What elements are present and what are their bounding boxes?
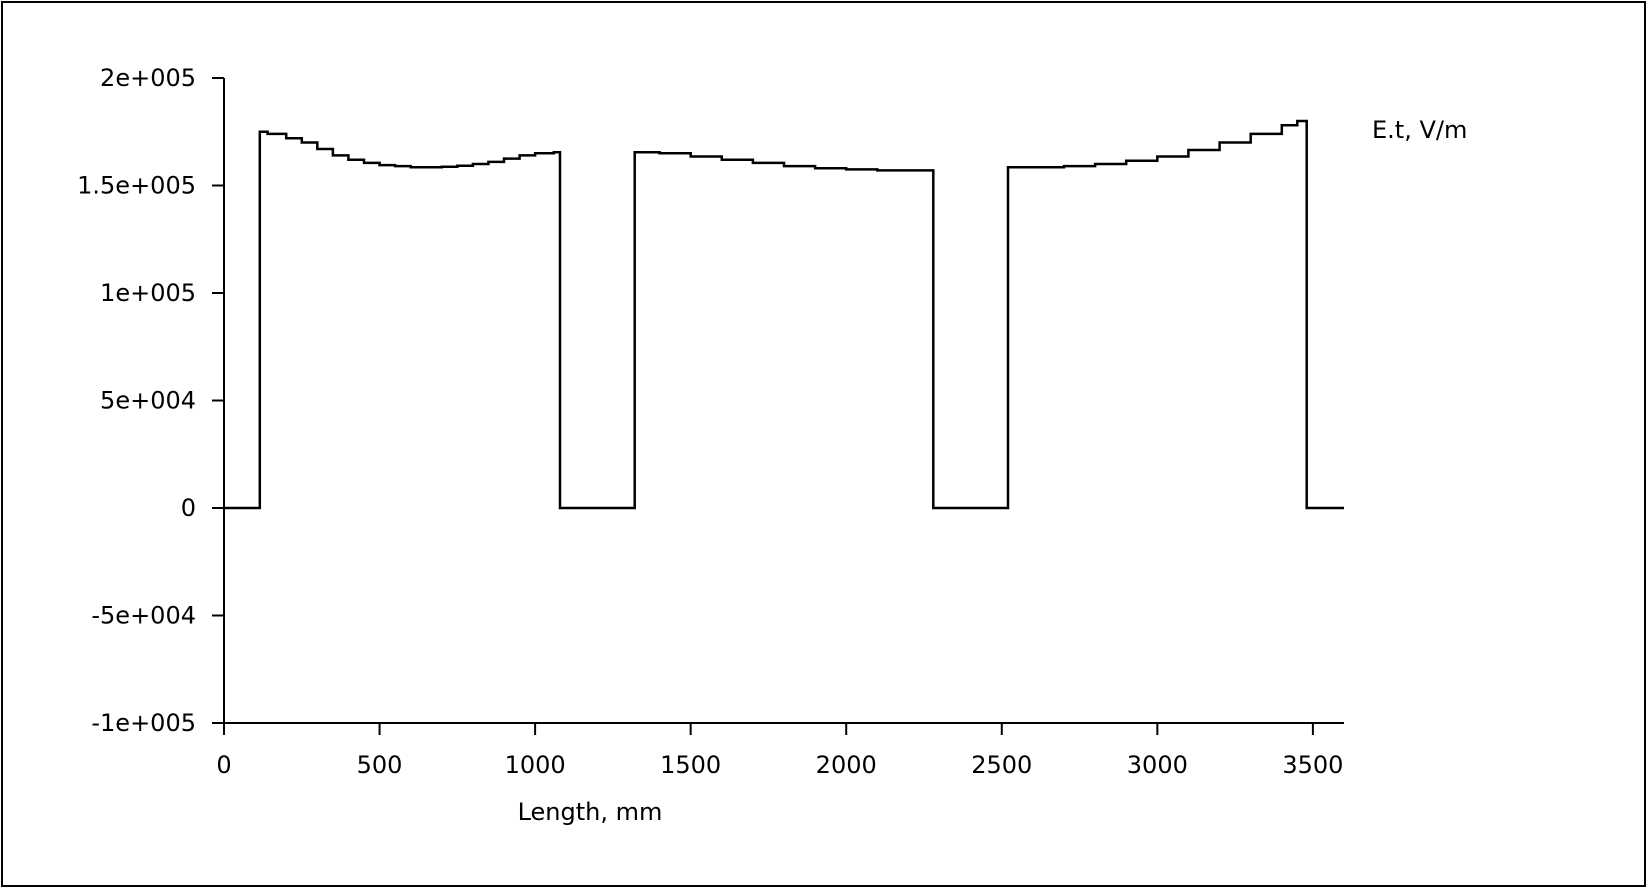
y-tick-label: 2e+005 [100, 64, 196, 92]
y-tick-label: 1.5e+005 [77, 172, 196, 200]
y-tick-label: 1e+005 [100, 279, 196, 307]
y-tick-label: 5e+004 [100, 387, 196, 415]
y-tick-label: 0 [181, 494, 196, 522]
series-label: E.t, V/m [1372, 116, 1467, 144]
x-tick-label: 0 [216, 751, 231, 779]
x-tick-label: 2500 [971, 751, 1032, 779]
plot-area [224, 119, 1344, 510]
x-tick-label: 2000 [816, 751, 877, 779]
x-tick-label: 1000 [505, 751, 566, 779]
x-axis-ticks: 0 500 1000 1500 2000 2500 3000 3500 [216, 723, 1343, 779]
series-line [224, 119, 1344, 510]
x-axis-label: Length, mm [518, 798, 663, 826]
y-tick-label: -1e+005 [91, 709, 196, 737]
x-tick-label: 1500 [660, 751, 721, 779]
x-tick-label: 3000 [1127, 751, 1188, 779]
y-axis-ticks: 2e+005 1.5e+005 1e+005 5e+004 0 -5e+004 -1e+00… [77, 64, 224, 737]
y-tick-label: -5e+004 [91, 602, 196, 630]
axes [223, 78, 1344, 724]
x-tick-label: 500 [357, 751, 403, 779]
x-tick-label: 3500 [1282, 751, 1343, 779]
